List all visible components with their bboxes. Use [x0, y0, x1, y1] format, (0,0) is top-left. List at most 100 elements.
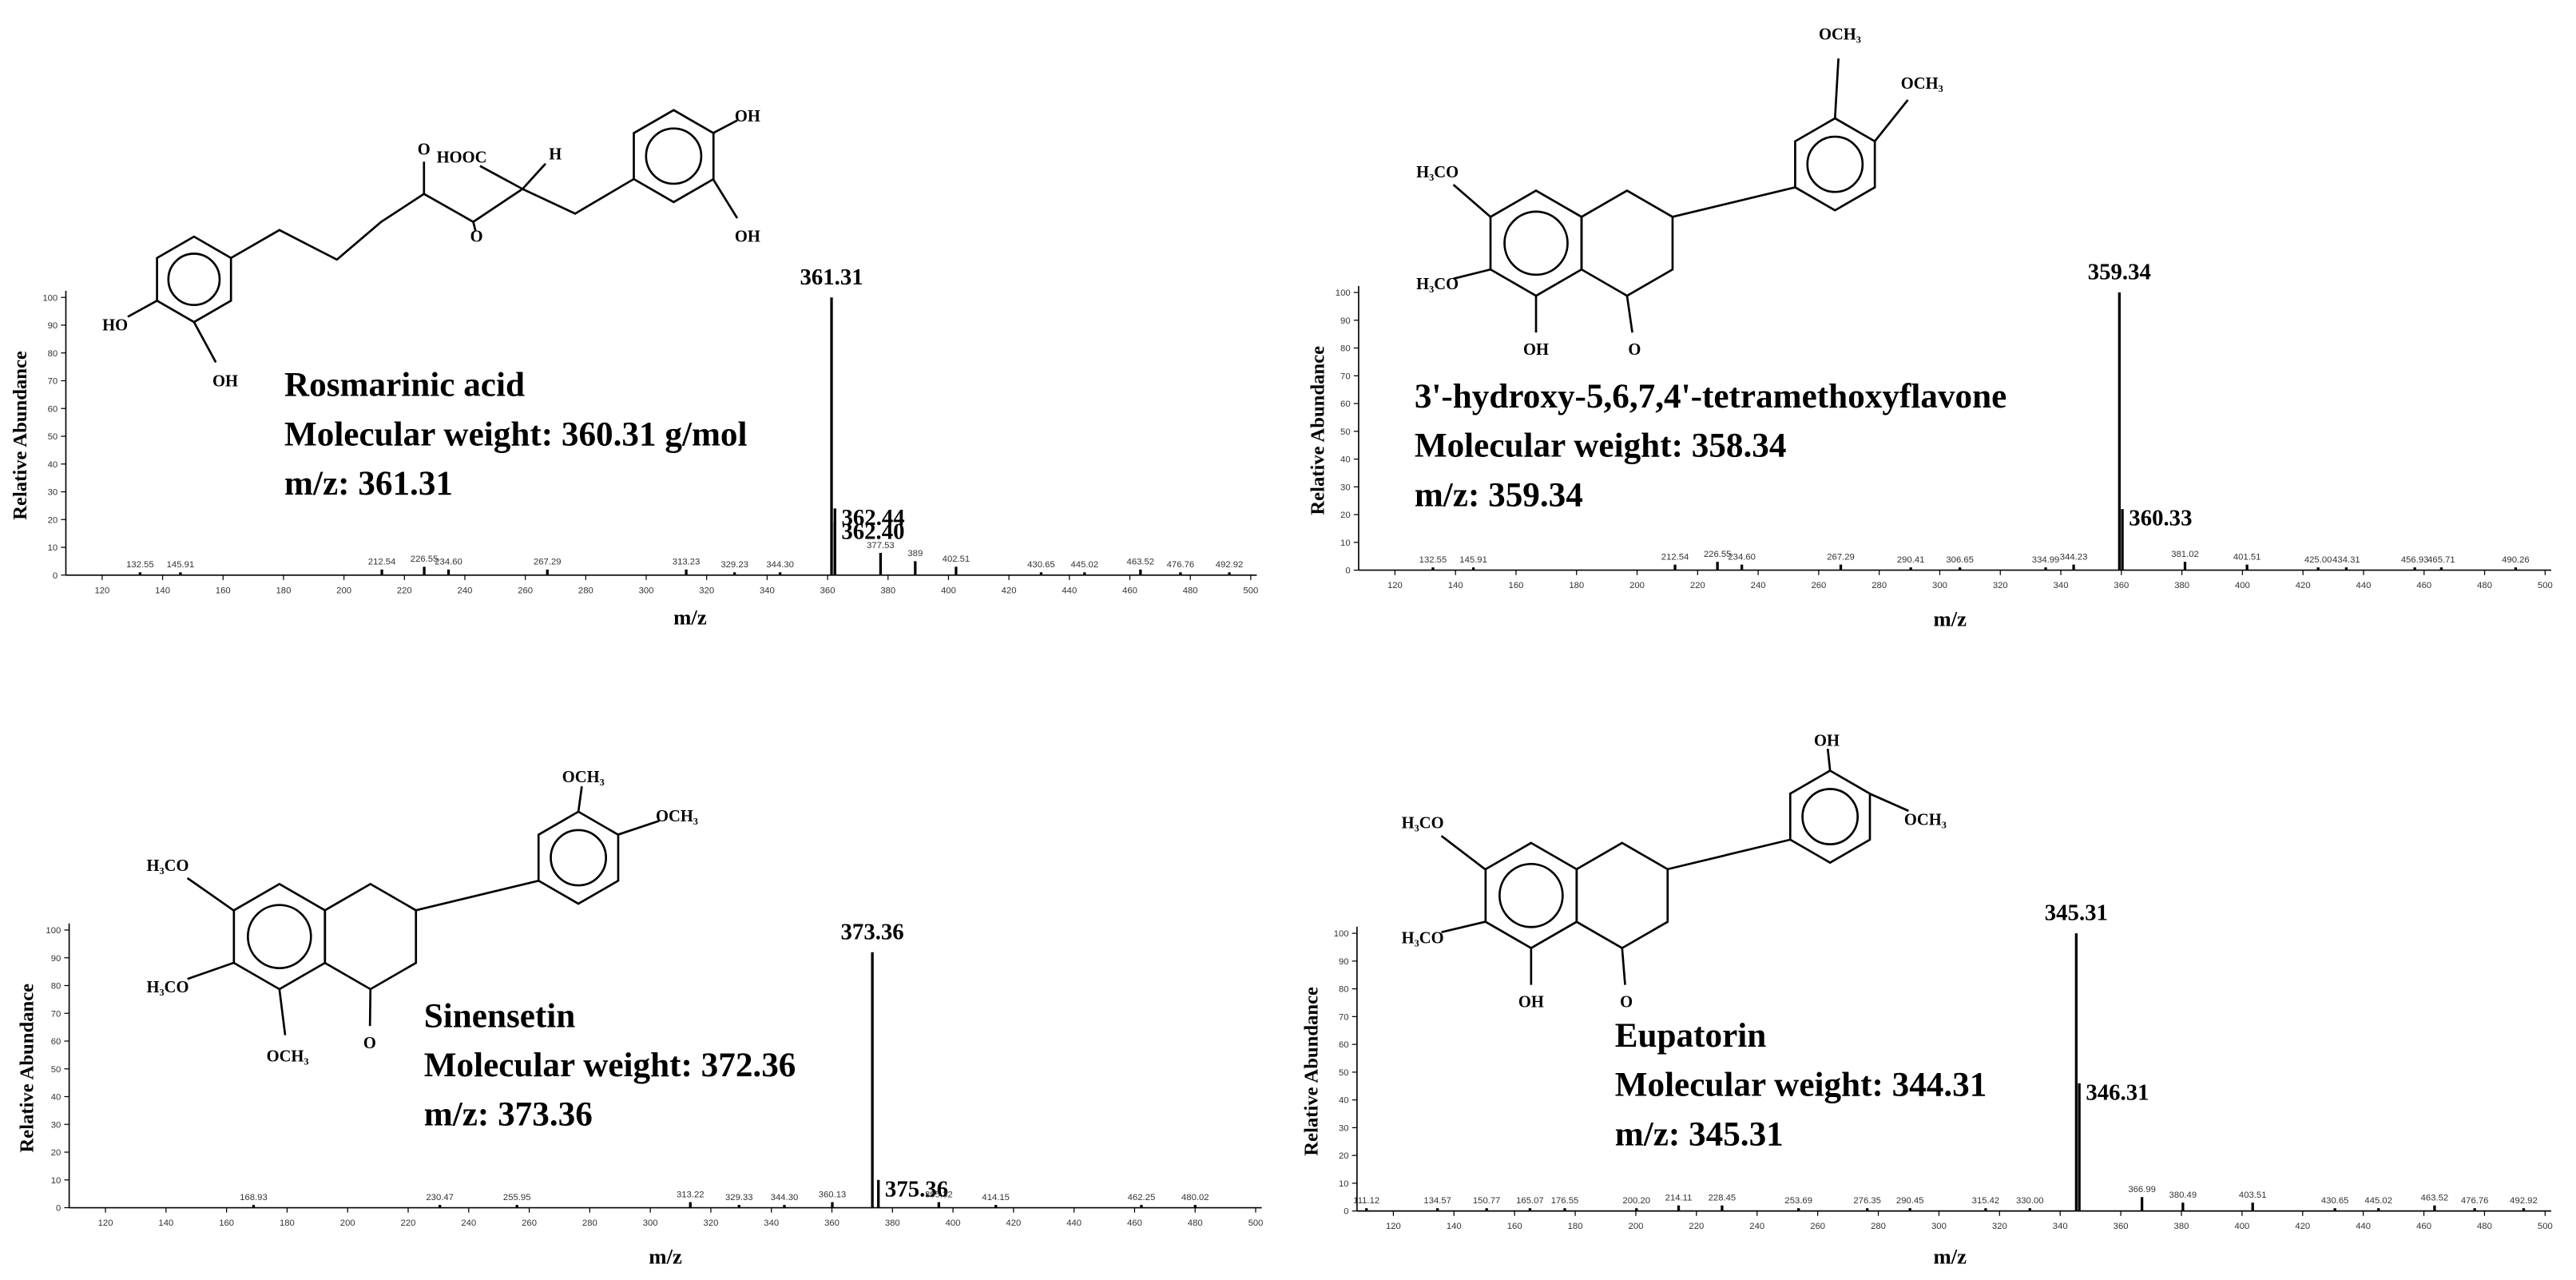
ring-inner — [1801, 788, 1860, 845]
y-tick-label: 40 — [1339, 1096, 1349, 1106]
atom-label: OH — [735, 228, 760, 245]
peak-label: 402.51 — [943, 555, 970, 564]
bond — [712, 178, 739, 219]
x-tick-label: 200 — [1629, 581, 1645, 590]
bond — [187, 961, 234, 980]
peak-label: 315.42 — [1972, 1196, 2000, 1206]
x-tick-label: 440 — [2356, 581, 2372, 590]
x-tick-label: 300 — [643, 1218, 658, 1228]
peak-label: 329.33 — [725, 1193, 753, 1202]
x-tick-label: 340 — [2054, 581, 2069, 590]
bond — [193, 321, 217, 364]
y-tick-label: 80 — [1340, 344, 1351, 354]
x-tick-label: 400 — [2234, 1222, 2249, 1231]
x-tick-label: 140 — [155, 586, 170, 595]
bond — [1868, 793, 1909, 813]
x-tick-label: 480 — [1188, 1218, 1203, 1228]
x-tick-label: 160 — [219, 1218, 234, 1228]
y-tick-label: 30 — [51, 1120, 62, 1130]
x-tick-label: 120 — [94, 586, 109, 595]
peak-label: 290.45 — [1896, 1196, 1924, 1206]
peak-label: 132.55 — [1419, 555, 1447, 565]
x-tick-label: 200 — [1629, 1222, 1644, 1231]
bond — [415, 879, 539, 912]
ring-inner — [645, 127, 703, 185]
y-tick-label: 50 — [1340, 427, 1351, 437]
peak-label: 345.31 — [2045, 900, 2108, 926]
x-tick-label: 480 — [2477, 581, 2492, 590]
y-axis-label: Relative Abundance — [10, 351, 31, 520]
atom-label: OCH₃ — [1904, 811, 1947, 829]
peak-label: 267.29 — [1827, 552, 1855, 562]
x-tick-label: 380 — [2174, 1222, 2189, 1231]
peak-label: 344.30 — [766, 560, 794, 570]
peak-label: 234.60 — [1728, 552, 1756, 562]
atom-label: H₃CO — [1416, 164, 1459, 181]
x-tick-label: 380 — [885, 1218, 900, 1228]
atom-label: OCH₃ — [1901, 75, 1943, 93]
atom-label: HOOC — [437, 149, 487, 167]
y-tick-label: 50 — [48, 432, 58, 442]
y-tick-label: 30 — [1339, 1123, 1349, 1133]
atom-label: H — [549, 145, 562, 163]
x-tick-label: 220 — [401, 1218, 416, 1228]
y-tick-label: 0 — [56, 1204, 61, 1214]
y-tick-label: 70 — [1340, 372, 1351, 381]
y-tick-label: 20 — [1340, 511, 1351, 520]
x-tick-label: 460 — [1122, 586, 1137, 595]
atom-label: H₃CO — [1402, 929, 1444, 947]
atom-label: OH — [1518, 994, 1544, 1012]
atom-label: O — [363, 1035, 376, 1052]
y-tick-label: 70 — [48, 377, 58, 387]
peak-label: 381.02 — [2171, 550, 2199, 559]
x-tick-label: 500 — [2538, 1222, 2553, 1231]
peak-label: 360.13 — [819, 1190, 847, 1199]
bond — [368, 988, 372, 1027]
x-tick-label: 120 — [98, 1218, 113, 1228]
x-tick-label: 140 — [158, 1218, 173, 1228]
y-tick-label: 90 — [51, 954, 62, 964]
x-axis-label: m/z — [673, 605, 707, 629]
x-tick-label: 380 — [880, 586, 895, 595]
y-axis-label: Relative Abundance — [16, 984, 38, 1153]
x-tick-label: 240 — [461, 1218, 476, 1228]
y-tick-label: 100 — [1334, 929, 1349, 939]
bond — [522, 162, 546, 190]
atom-label: OCH₃ — [562, 769, 605, 786]
x-tick-label: 500 — [1243, 586, 1258, 595]
y-tick-label: 0 — [1344, 1207, 1348, 1217]
annotation: m/z: 373.36 — [424, 1096, 593, 1134]
peak-label: 255.95 — [503, 1193, 531, 1202]
annotation: Eupatorin — [1615, 1017, 1767, 1055]
x-tick-label: 360 — [2114, 1222, 2129, 1231]
y-axis-label: Relative Abundance — [1301, 987, 1323, 1156]
x-tick-label: 120 — [1387, 581, 1403, 590]
peak-label: 134.57 — [1423, 1196, 1451, 1206]
peak-label: 168.93 — [240, 1193, 268, 1202]
x-tick-label: 400 — [946, 1218, 961, 1228]
atom-label: OCH₃ — [1819, 26, 1861, 43]
x-tick-label: 260 — [518, 586, 533, 595]
x-tick-label: 340 — [764, 1218, 779, 1228]
bond — [1440, 835, 1486, 870]
bond — [1441, 920, 1486, 933]
peak-label: 434.31 — [2332, 555, 2360, 565]
peak-label: 212.54 — [368, 558, 396, 567]
peak-label: 165.07 — [1516, 1196, 1544, 1206]
peak-label: 490.26 — [2502, 555, 2530, 565]
x-tick-label: 160 — [1507, 1222, 1522, 1231]
ring — [323, 882, 418, 991]
peak-label: 132.55 — [126, 560, 154, 570]
peak-label: 445.02 — [2364, 1196, 2392, 1206]
peak-label: 362.44 — [842, 505, 905, 531]
x-tick-label: 180 — [1569, 581, 1584, 590]
x-tick-label: 360 — [820, 586, 836, 595]
bond — [712, 119, 738, 134]
peak-label: 366.99 — [2128, 1185, 2156, 1195]
bond — [127, 300, 158, 318]
x-tick-label: 260 — [1810, 1222, 1825, 1231]
y-tick-label: 10 — [48, 543, 58, 553]
y-tick-label: 80 — [51, 982, 62, 992]
x-tick-label: 440 — [1066, 1218, 1082, 1228]
